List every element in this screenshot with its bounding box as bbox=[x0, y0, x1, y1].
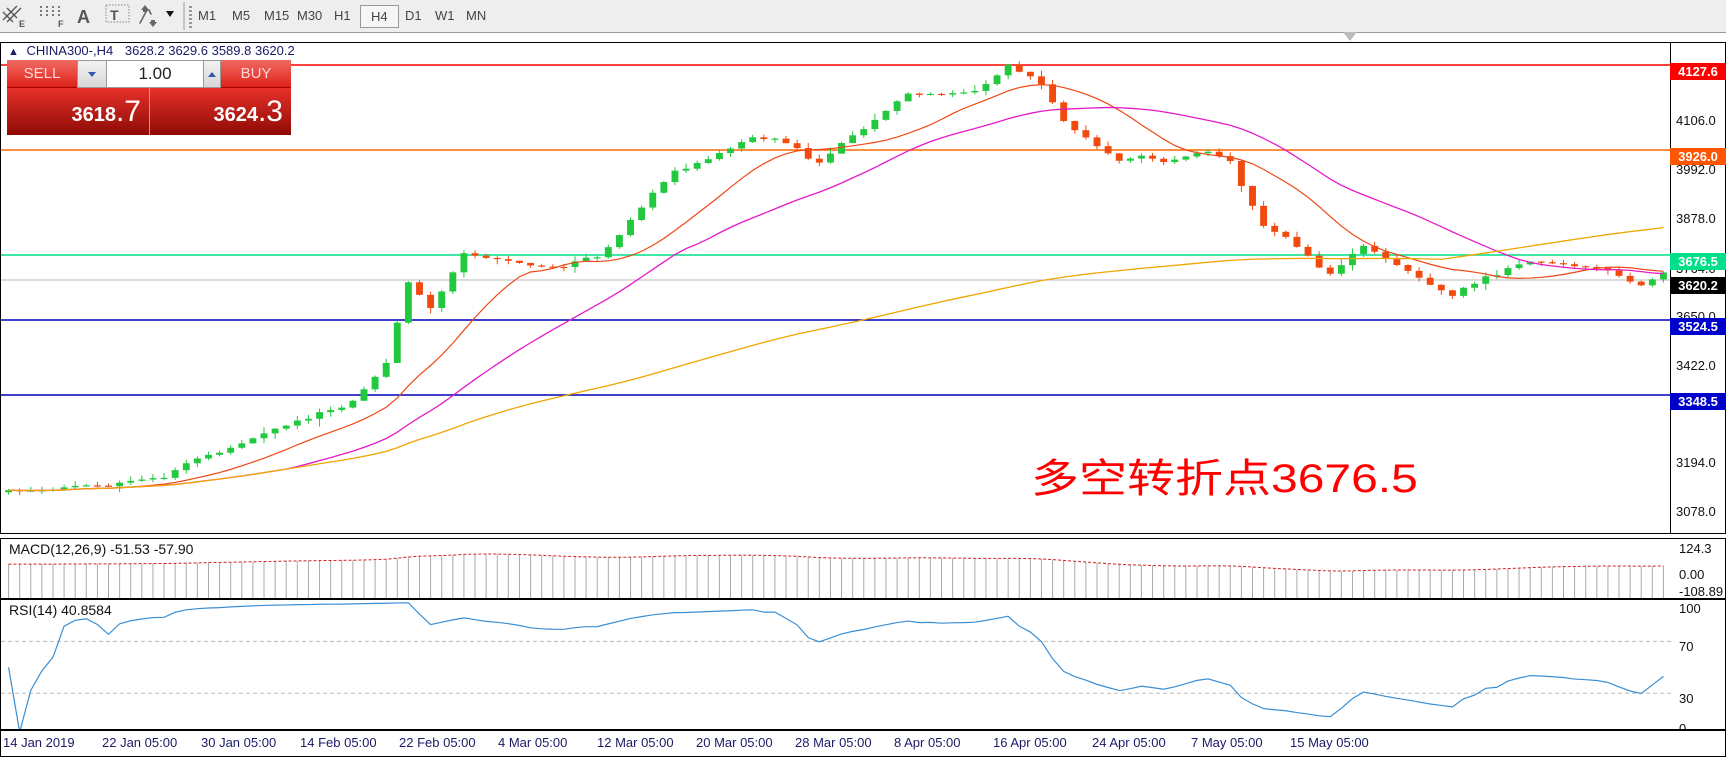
svg-text:T: T bbox=[110, 7, 119, 23]
svg-text:E: E bbox=[19, 19, 25, 29]
svg-text:A: A bbox=[77, 7, 90, 27]
svg-text:F: F bbox=[58, 19, 64, 29]
